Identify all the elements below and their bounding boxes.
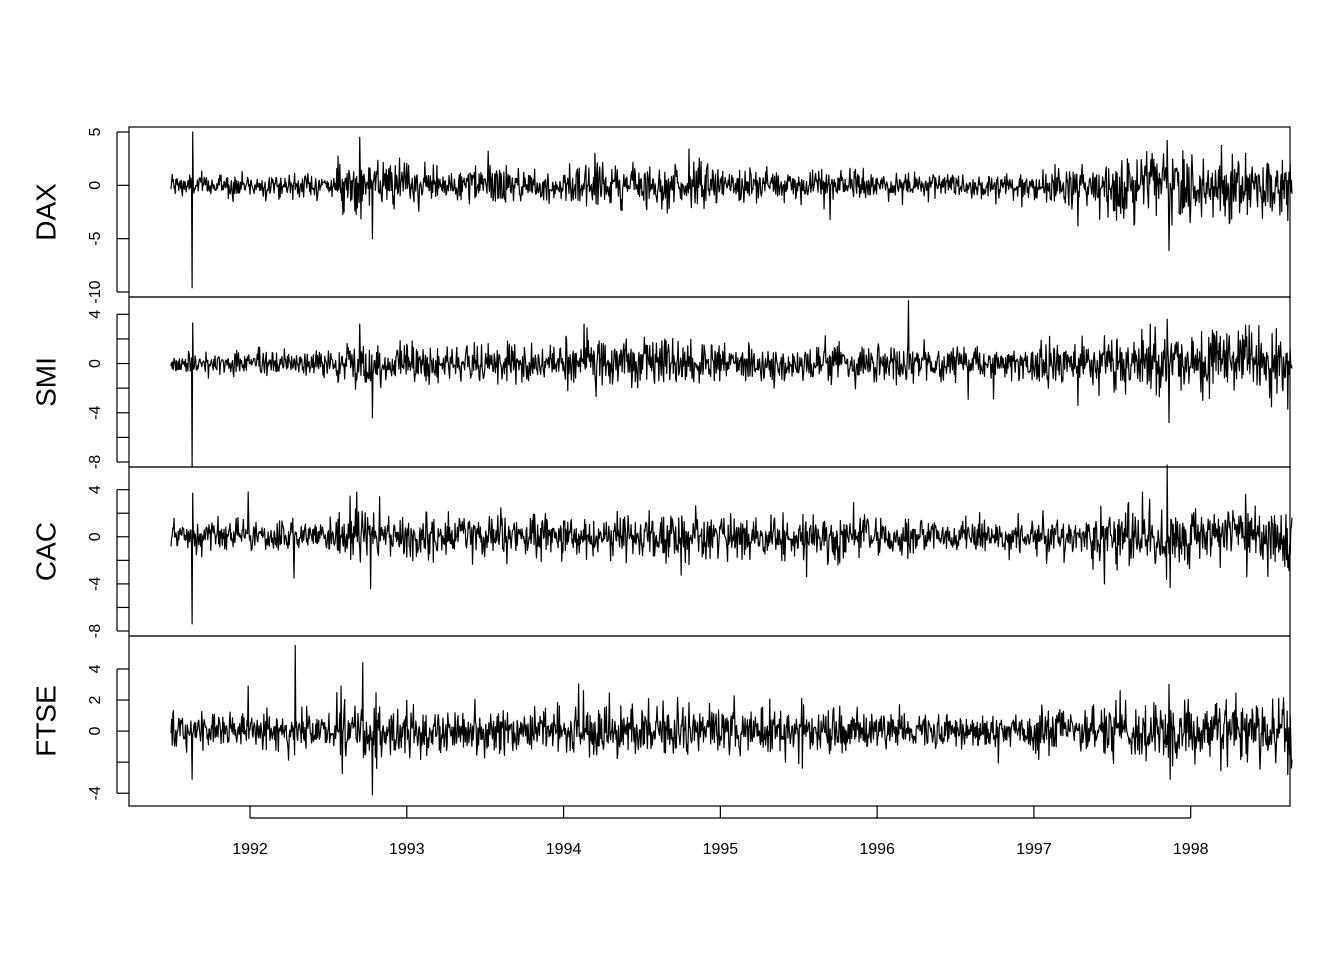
panel-dax: -10 -5 0 5 DAX (30, 126, 1293, 304)
y-tick-label: -4 (87, 406, 104, 420)
series-line-smi (170, 300, 1293, 468)
y-tick-label: 0 (87, 181, 104, 190)
y-tick-label: 5 (87, 127, 104, 136)
y-tick-label: -10 (87, 280, 104, 303)
y-tick-label: -4 (87, 577, 104, 591)
panel-cac: -8 -4 0 4 CAC (30, 464, 1293, 638)
x-tick-label: 1996 (859, 841, 895, 858)
y-tick-label: 4 (87, 664, 104, 673)
x-tick-label: 1994 (546, 841, 582, 858)
series-label: CAC (30, 522, 61, 581)
x-tick-label: 1993 (389, 841, 425, 858)
x-tick-label: 1998 (1173, 841, 1209, 858)
y-tick-label: 0 (87, 727, 104, 736)
y-tick-label: -8 (87, 455, 104, 469)
panel-smi: -8 -4 0 4 SMI (30, 296, 1293, 469)
y-tick-label: 0 (87, 532, 104, 541)
y-tick-label: -4 (87, 786, 104, 800)
x-tick-label: 1992 (232, 841, 268, 858)
series-line-cac (170, 464, 1293, 625)
series-line-ftse (170, 645, 1293, 796)
y-tick-label: 0 (87, 359, 104, 368)
series-label: FTSE (30, 685, 61, 757)
y-tick-label: 4 (87, 310, 104, 319)
series-line-dax (170, 131, 1293, 289)
y-tick-label: -5 (87, 231, 104, 245)
series-label: DAX (30, 183, 61, 241)
panel-ftse: -4 0 2 4 FTSE (30, 635, 1293, 807)
y-tick-label: 2 (87, 695, 104, 704)
series-label: SMI (30, 357, 61, 407)
x-axis: 1992 1993 1994 1995 1996 1997 1998 (232, 806, 1209, 858)
x-tick-label: 1997 (1016, 841, 1052, 858)
y-tick-label: -8 (87, 624, 104, 638)
plot-panels: -10 -5 0 5 DAX -8 -4 0 4 SMI -8 -4 0 4 CAC -4 0 2 4 FTSE (30, 126, 1293, 807)
x-tick-label: 1995 (703, 841, 739, 858)
y-tick-label: 4 (87, 485, 104, 494)
